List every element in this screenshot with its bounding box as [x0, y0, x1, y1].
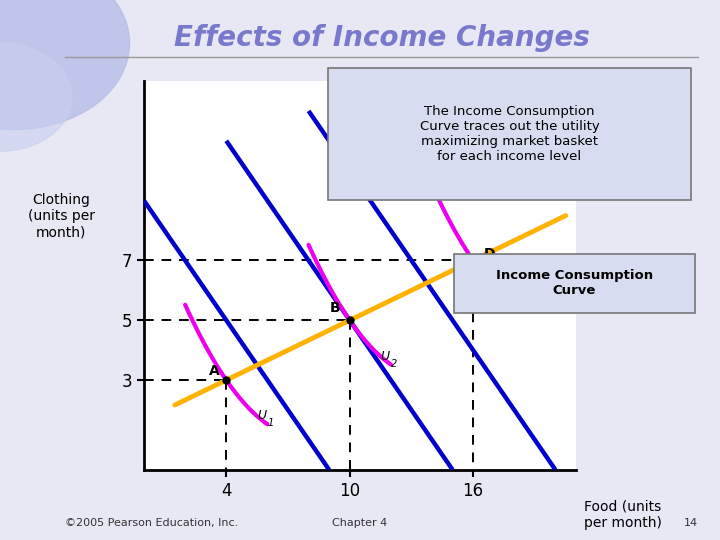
Text: 1: 1 [267, 418, 274, 428]
Text: Income Consumption
Curve: Income Consumption Curve [495, 269, 653, 298]
Text: U: U [381, 350, 390, 363]
Text: A: A [209, 364, 220, 378]
Text: 3: 3 [514, 299, 521, 309]
Text: 2: 2 [391, 359, 397, 369]
Text: Food (units
per month): Food (units per month) [584, 500, 662, 530]
Text: ©2005 Pearson Education, Inc.: ©2005 Pearson Education, Inc. [65, 518, 238, 528]
Text: Effects of Income Changes: Effects of Income Changes [174, 24, 590, 52]
Text: D: D [484, 247, 495, 261]
Text: 14: 14 [684, 518, 698, 528]
Text: U: U [257, 409, 266, 422]
Text: The Income Consumption
Curve traces out the utility
maximizing market basket
for: The Income Consumption Curve traces out … [420, 105, 599, 163]
Circle shape [0, 43, 72, 151]
Text: Clothing
(units per
month): Clothing (units per month) [27, 193, 95, 239]
Text: Chapter 4: Chapter 4 [333, 518, 387, 528]
Text: B: B [330, 301, 341, 315]
Text: U: U [504, 290, 513, 303]
Circle shape [0, 0, 130, 130]
